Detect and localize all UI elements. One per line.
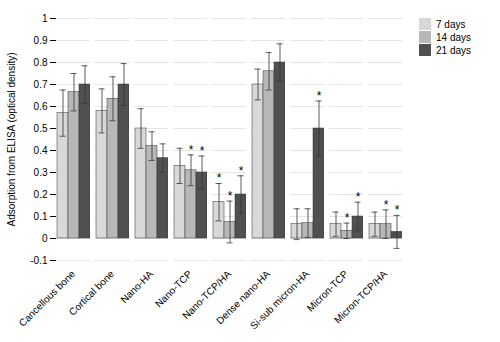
svg-text:0.4: 0.4 [34,145,48,156]
svg-text:*: * [384,198,389,212]
svg-text:Si-sub micron-HA: Si-sub micron-HA [248,268,311,331]
svg-text:Dense nano-HA: Dense nano-HA [214,268,273,327]
svg-text:0.8: 0.8 [34,57,48,68]
svg-text:0: 0 [42,233,48,244]
svg-text:0.9: 0.9 [34,35,48,46]
svg-text:Nano-TCP/HA: Nano-TCP/HA [180,268,234,322]
svg-text:Adsorption from ELISA (optical: Adsorption from ELISA (optical density) [6,53,17,227]
svg-text:Cortical bone: Cortical bone [67,268,117,318]
svg-text:0.7: 0.7 [34,79,48,90]
svg-text:Micron-TCP: Micron-TCP [304,268,351,314]
svg-text:Nano-TCP: Nano-TCP [153,268,194,309]
html-text:21 days: 21 days [436,44,471,56]
svg-text:*: * [217,171,222,185]
html-text:7 days: 7 days [436,18,466,30]
svg-text:-0.1: -0.1 [30,255,48,266]
svg-text:*: * [189,143,194,157]
svg-text:*: * [317,89,322,103]
svg-text:*: * [356,190,361,204]
svg-text:*: * [228,189,233,203]
svg-text:0.2: 0.2 [34,189,48,200]
svg-text:*: * [395,203,400,217]
svg-text:0.3: 0.3 [34,167,48,178]
svg-text:1: 1 [42,13,48,24]
svg-text:*: * [239,164,244,178]
svg-text:0.1: 0.1 [34,211,48,222]
svg-text:Micron-TCP/HA: Micron-TCP/HA [332,268,390,326]
svg-text:Nano-HA: Nano-HA [118,268,155,305]
svg-text:0.5: 0.5 [34,123,48,134]
svg-text:*: * [345,211,350,225]
svg-text:*: * [200,144,205,158]
svg-text:Cancellous bone: Cancellous bone [17,268,78,329]
html-text:14 days: 14 days [436,31,471,43]
svg-text:0.6: 0.6 [34,101,48,112]
